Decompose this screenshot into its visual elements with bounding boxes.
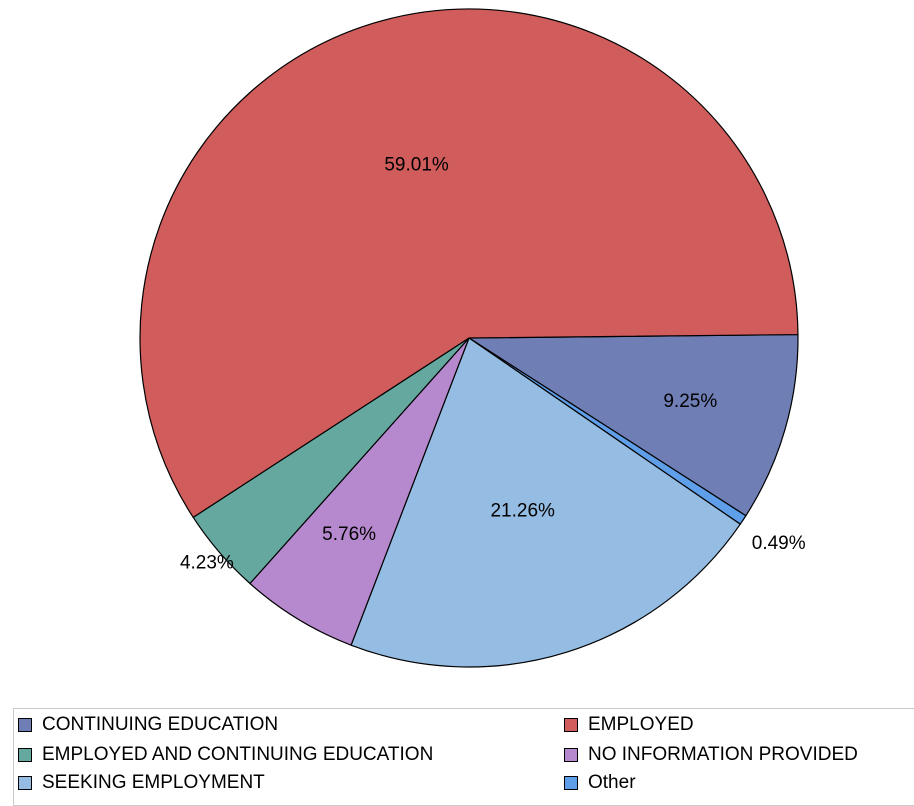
legend-label-continuing-education: CONTINUING EDUCATION (42, 714, 279, 735)
slice-label-employed-and-continuing-education: 4.23% (180, 553, 234, 574)
legend-label-other: Other (588, 772, 636, 793)
pie-chart: 9.25% 0.49% 21.26% 5.76% 4.23% 59.01% (139, 8, 806, 668)
slice-label-no-information-provided: 5.76% (322, 524, 376, 545)
pie-slice-continuing-education (468, 333, 799, 517)
pie-slice-seeking-employment (350, 337, 741, 668)
pie-slice-employed (139, 8, 799, 518)
legend-swatch-employed-and-continuing-education (18, 748, 32, 762)
legend-swatch-no-information-provided (564, 748, 578, 762)
slice-label-seeking-employment: 21.26% (490, 500, 555, 521)
legend-swatch-seeking-employment (18, 776, 32, 790)
legend-item-seeking-employment: SEEKING EMPLOYMENT (18, 770, 265, 796)
legend-item-employed: EMPLOYED (564, 712, 694, 738)
legend-swatch-employed (564, 718, 578, 732)
legend-item-continuing-education: CONTINUING EDUCATION (18, 712, 278, 738)
legend-label-employed-and-continuing-education: EMPLOYED AND CONTINUING EDUCATION (42, 744, 434, 765)
legend-item-employed-and-continuing-education: EMPLOYED AND CONTINUING EDUCATION (18, 742, 433, 768)
legend-label-employed: EMPLOYED (588, 714, 694, 735)
legend-swatch-other (564, 776, 578, 790)
legend-label-seeking-employment: SEEKING EMPLOYMENT (42, 772, 265, 793)
legend-item-other: Other (564, 770, 636, 796)
slice-label-other: 0.49% (752, 533, 806, 554)
legend-swatch-continuing-education (18, 718, 32, 732)
slice-label-employed: 59.01% (384, 154, 449, 175)
slice-label-continuing-education: 9.25% (663, 391, 717, 412)
legend-label-no-information-provided: NO INFORMATION PROVIDED (588, 744, 858, 765)
legend: CONTINUING EDUCATION EMPLOYED EMPLOYED A… (13, 708, 914, 806)
legend-item-no-information-provided: NO INFORMATION PROVIDED (564, 742, 858, 768)
